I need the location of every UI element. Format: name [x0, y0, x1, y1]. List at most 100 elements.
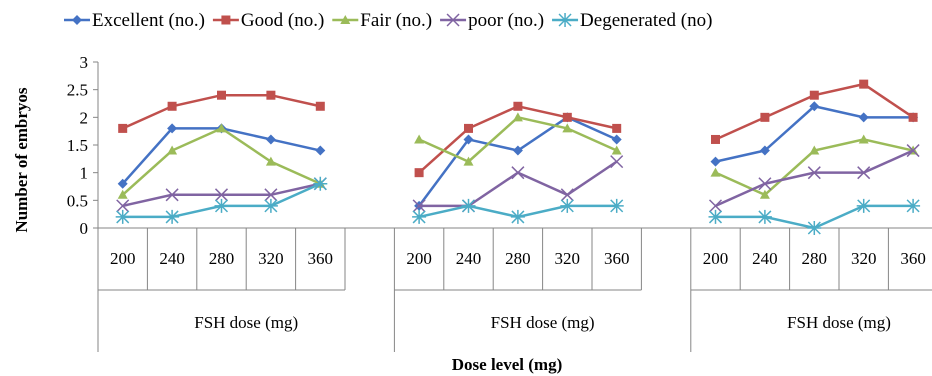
legend-item: Good (no.)	[212, 10, 324, 31]
plot-area	[115, 79, 921, 235]
data-point	[265, 134, 276, 145]
data-point	[908, 112, 918, 122]
x-tick-label: 240	[456, 249, 482, 268]
series-fair	[117, 112, 919, 199]
data-point	[264, 188, 278, 202]
data-point	[560, 188, 574, 202]
data-point	[266, 90, 276, 100]
data-point	[760, 112, 770, 122]
x-tick-label: 200	[110, 249, 136, 268]
y-tick-label: 2.5	[67, 81, 88, 100]
data-point	[512, 145, 523, 156]
x-tick-label: 320	[258, 249, 284, 268]
legend: Excellent (no.) Good (no.) Fair (no.) poor …	[64, 10, 712, 31]
legend-marker	[446, 13, 460, 27]
data-point	[809, 101, 820, 112]
data-point	[167, 123, 178, 134]
data-point	[560, 198, 575, 213]
series-good	[118, 79, 918, 178]
data-point	[263, 198, 278, 213]
data-point	[710, 156, 721, 167]
y-tick-label: 1.5	[67, 136, 88, 155]
x-tick-label: 280	[802, 249, 828, 268]
data-point	[711, 134, 720, 144]
x-group-label: FSH dose (mg)	[787, 313, 891, 332]
data-point	[611, 145, 622, 155]
y-tick-label: 0.5	[67, 191, 88, 210]
x-group-label: FSH dose (mg)	[491, 313, 595, 332]
data-point	[562, 123, 573, 133]
data-point	[414, 134, 425, 144]
y-tick-label: 3	[80, 53, 89, 72]
series-line	[418, 115, 618, 207]
data-point	[217, 90, 226, 100]
x-tick-label: 280	[505, 249, 531, 268]
legend-label: Degenerated (no)	[580, 10, 712, 31]
data-point	[214, 198, 229, 213]
data-point	[463, 134, 474, 145]
series-poor	[116, 144, 920, 213]
data-point	[116, 199, 130, 213]
data-point	[906, 144, 920, 158]
data-point	[412, 199, 426, 213]
data-point	[710, 167, 721, 177]
y-tick-label: 1	[80, 164, 89, 183]
data-point	[461, 198, 476, 213]
x-tick-label: 360	[308, 249, 334, 268]
data-point	[758, 177, 772, 191]
data-point	[809, 145, 820, 155]
data-point	[165, 209, 180, 224]
legend-label: Good (no.)	[241, 10, 324, 31]
data-point	[708, 199, 723, 213]
data-point	[167, 145, 178, 155]
x-tick-label: 240	[752, 249, 778, 268]
data-point	[562, 112, 572, 122]
legend-marker	[221, 15, 231, 25]
y-tick-label: 2	[80, 108, 89, 127]
legend-item: Excellent (no.)	[64, 10, 205, 31]
series-line	[419, 160, 618, 208]
data-point	[463, 156, 474, 166]
data-point	[414, 168, 424, 178]
data-point	[511, 166, 525, 180]
data-point	[610, 155, 624, 169]
data-point	[214, 188, 229, 202]
data-point	[513, 101, 523, 111]
data-point	[315, 145, 326, 156]
x-tick-label: 320	[851, 249, 877, 268]
data-point	[165, 188, 179, 202]
data-point	[265, 156, 276, 166]
x-group-label: FSH dose (mg)	[194, 313, 298, 332]
data-point	[611, 134, 622, 145]
x-axis: 200 240 280 320 360 FSH dose (mg) 200 240 280 320…	[97, 227, 932, 352]
data-point	[609, 198, 624, 213]
data-point	[859, 79, 869, 89]
series-line	[121, 127, 321, 185]
y-axis: 0 0.5 1 1.5 2 2.5 3	[67, 53, 99, 238]
data-point	[807, 221, 822, 235]
data-point	[858, 134, 869, 144]
data-point	[759, 189, 770, 199]
series-degenerated	[115, 176, 921, 235]
x-tick-label: 200	[703, 249, 729, 268]
x-tick-label: 280	[209, 249, 235, 268]
legend-label: Fair (no.)	[360, 10, 432, 31]
x-tick-label: 240	[159, 249, 185, 268]
data-point	[858, 112, 869, 123]
data-point	[857, 166, 871, 180]
data-point	[115, 209, 130, 224]
x-tick-label: 360	[900, 249, 926, 268]
data-point	[906, 198, 921, 213]
data-point	[759, 145, 770, 156]
data-point	[464, 123, 473, 133]
data-point	[118, 123, 128, 133]
y-axis-title: Number of embryos	[12, 87, 31, 232]
x-tick-label: 200	[406, 249, 432, 268]
data-point	[167, 101, 177, 111]
series-line	[121, 126, 321, 196]
legend-item: Fair (no.)	[332, 10, 432, 31]
series-line	[714, 149, 914, 208]
x-tick-label: 360	[604, 249, 630, 268]
data-point	[117, 178, 128, 189]
